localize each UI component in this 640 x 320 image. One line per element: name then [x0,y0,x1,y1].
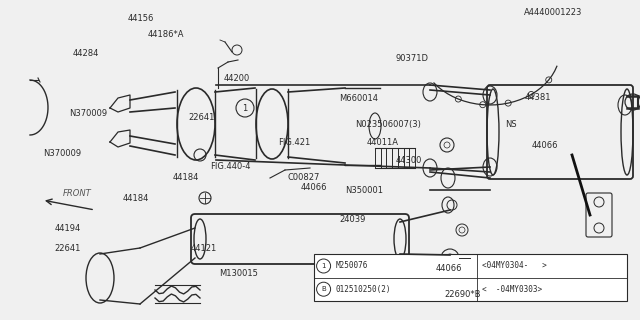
Text: 22641: 22641 [54,244,81,252]
Text: 44381: 44381 [525,93,551,102]
Text: 44184: 44184 [173,173,199,182]
Text: N370009: N370009 [44,149,82,158]
Text: B: B [321,286,326,292]
Text: FIG.440-4: FIG.440-4 [210,162,250,171]
Text: <  -04MY0303>: < -04MY0303> [482,285,542,294]
Text: 24039: 24039 [339,215,365,224]
Text: 44121: 44121 [191,244,217,252]
Text: 44300: 44300 [396,156,422,164]
Text: 1: 1 [243,103,248,113]
Text: 44011A: 44011A [367,138,399,147]
Text: 44194: 44194 [54,224,81,233]
Text: 1: 1 [321,263,326,269]
Text: N350001: N350001 [346,186,383,195]
Text: M250076: M250076 [335,261,368,270]
Text: C00827: C00827 [288,173,321,182]
Text: M130015: M130015 [220,269,259,278]
Text: <04MY0304-   >: <04MY0304- > [482,261,547,270]
Text: NS: NS [506,120,517,129]
Text: 44184: 44184 [123,194,149,203]
Text: 44156: 44156 [128,14,154,23]
Text: N023506007(3): N023506007(3) [355,120,421,129]
Text: 44284: 44284 [72,49,99,58]
Text: 44066: 44066 [435,264,461,273]
Text: FRONT: FRONT [63,189,92,198]
Text: 012510250(2): 012510250(2) [335,285,391,294]
Text: A4440001223: A4440001223 [524,8,582,17]
Text: 44186*A: 44186*A [147,30,184,39]
Text: FIG.421: FIG.421 [278,138,310,147]
Text: 90371D: 90371D [396,54,429,63]
Text: 44200: 44200 [224,74,250,83]
Bar [314,254,627,301]
Text: 44066: 44066 [531,141,557,150]
Text: 22690*B: 22690*B [445,290,481,299]
Text: 44066: 44066 [301,183,327,192]
Text: N370009: N370009 [69,109,108,118]
Text: 22641: 22641 [189,113,215,122]
Text: M660014: M660014 [339,94,378,103]
